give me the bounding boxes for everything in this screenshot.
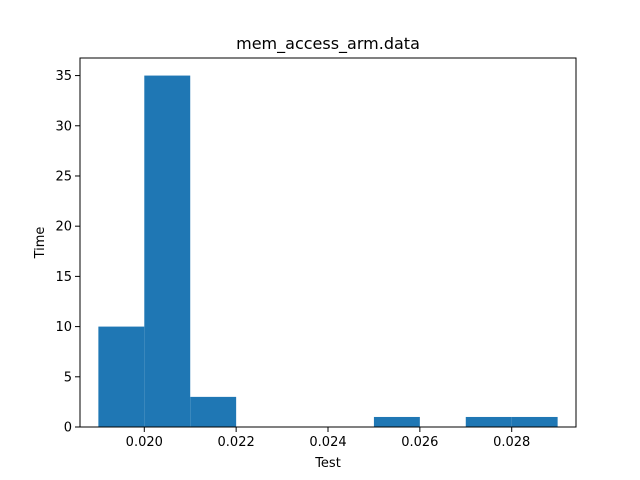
chart-title: mem_access_arm.data [236, 34, 420, 54]
histogram-bar [511, 416, 558, 427]
bars-layer [98, 75, 558, 428]
y-tick-label: 5 [64, 370, 72, 385]
y-axis-label: Time [33, 227, 48, 260]
x-tick-label: 0.022 [218, 435, 255, 450]
y-axis-ticks: 0 5 10 15 20 25 30 35 [55, 69, 80, 436]
y-tick-label: 20 [55, 220, 72, 235]
y-tick-label: 10 [55, 320, 72, 335]
histogram-bar [190, 396, 237, 427]
x-axis-ticks: 0.020 0.022 0.024 0.026 0.028 [126, 427, 530, 450]
histogram-bar [373, 416, 420, 427]
histogram-bar [144, 75, 191, 428]
x-tick-label: 0.024 [309, 435, 346, 450]
x-axis-label: Test [314, 456, 341, 471]
x-tick-label: 0.028 [493, 435, 530, 450]
histogram-bar [465, 416, 512, 427]
y-tick-label: 35 [55, 69, 72, 84]
x-tick-label: 0.020 [126, 435, 163, 450]
x-tick-label: 0.026 [401, 435, 438, 450]
histogram-bar [98, 326, 145, 427]
y-tick-label: 30 [55, 119, 72, 134]
y-tick-label: 25 [55, 169, 72, 184]
y-tick-label: 15 [55, 270, 72, 285]
y-tick-label: 0 [64, 421, 72, 436]
